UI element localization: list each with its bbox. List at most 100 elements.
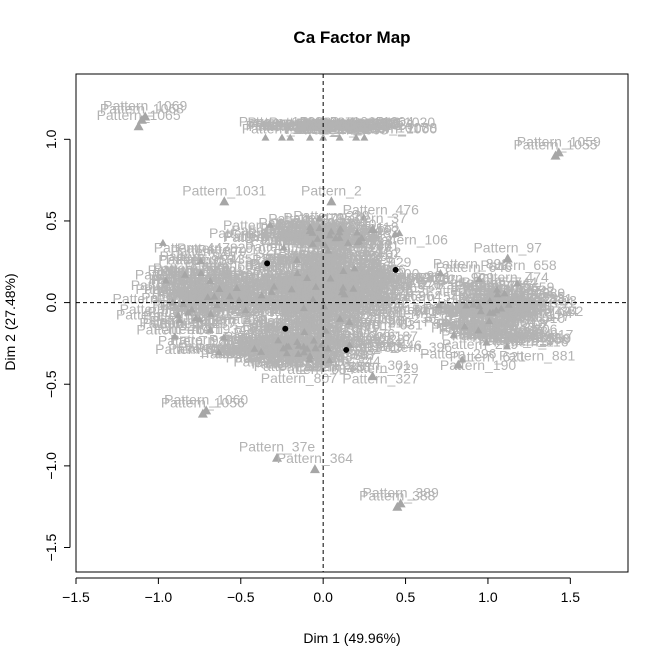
band-label: Pattern_1034 <box>246 118 330 134</box>
band-label: Pattern_1008 <box>285 121 369 137</box>
cloud-label: Pattern_905 <box>479 330 555 346</box>
cloud-label: Pattern_115 <box>262 272 337 288</box>
cloud-label: Pattern_646 <box>436 259 512 275</box>
column-point-label: Pattern_389 <box>362 484 438 500</box>
column-points <box>158 213 522 364</box>
cloud-label: Pattern_327 <box>342 370 418 386</box>
column-point <box>360 133 369 141</box>
column-point <box>257 291 266 299</box>
cloud-label: Pattern_199 <box>269 276 345 292</box>
cloud-label: Pattern_361 <box>178 293 254 309</box>
column-point <box>458 355 467 363</box>
cloud-label: Pattern_178 <box>472 323 548 339</box>
column-point <box>367 371 378 381</box>
cloud-label: Pattern_238 <box>268 258 344 274</box>
column-point <box>315 223 324 231</box>
cloud-label: Pattern_398 <box>176 302 252 318</box>
cloud-label: Pattern_561 <box>263 354 339 370</box>
column-point <box>344 238 353 246</box>
cloud-label: Pattern_534 <box>160 297 236 313</box>
cloud-label: Pattern_412 <box>465 293 541 309</box>
cloud-label: Pattern_881 <box>242 314 318 330</box>
band-label: Pattern_1039 <box>330 116 414 132</box>
column-point <box>475 301 484 309</box>
column-point <box>309 336 318 344</box>
cloud-label: Pattern_498 <box>254 316 330 332</box>
cloud-label: Pattern_809 <box>277 219 353 235</box>
cloud-label: Pattern_532 <box>308 292 384 308</box>
band-label: Pattern_1020 <box>351 114 435 130</box>
plot-area: Pattern_100Pattern_137Pattern_174Pattern… <box>76 74 628 572</box>
cloud-label: Pattern_927 <box>237 330 313 346</box>
column-point <box>187 305 196 313</box>
column-point <box>475 274 484 282</box>
cloud-label: Pattern_919 <box>275 338 351 354</box>
cloud-label: Pattern_692 <box>267 251 343 267</box>
column-point <box>180 270 189 278</box>
column-point <box>335 133 344 141</box>
cloud-label: Pattern_793 <box>251 270 327 286</box>
cloud-label: Pattern_471 <box>309 280 385 296</box>
column-point <box>469 300 478 308</box>
x-tick-label: −1.5 <box>62 589 90 605</box>
cloud-label: Pattern_881 <box>499 347 575 363</box>
band-label: Pattern_1010 <box>242 120 326 136</box>
cloud-label: Pattern_965 <box>160 248 236 264</box>
cloud-label: Pattern_915 <box>279 294 355 310</box>
column-point <box>250 344 259 352</box>
cloud-label: Pattern_609 <box>463 327 539 343</box>
cloud-label: Pattern_622 <box>467 326 543 342</box>
cloud-label: Pattern_928 <box>328 280 404 296</box>
cloud-label: Pattern_804 <box>319 288 395 304</box>
band-label: Pattern_1011 <box>285 118 368 134</box>
cloud-label: Pattern_102 <box>300 297 376 313</box>
cloud-label: Pattern_696 <box>463 279 539 295</box>
cloud-label: Pattern_142 <box>264 328 340 344</box>
band-label: Pattern_1035 <box>296 115 380 131</box>
column-point <box>210 292 219 300</box>
cloud-label: Pattern_846 <box>295 217 371 233</box>
x-tick-label: 1.0 <box>478 589 498 605</box>
cloud-label: Pattern_560 <box>437 315 513 331</box>
column-point <box>449 330 458 338</box>
cloud-label: Pattern_476 <box>343 202 419 218</box>
cloud-label: Pattern_879 <box>170 243 246 259</box>
cloud-label: Pattern_854 <box>318 257 394 273</box>
band-label: Pattern_1031 <box>262 117 346 133</box>
cloud-label: Pattern_595 <box>185 286 261 302</box>
cloud-label: Pattern_940 <box>336 315 412 331</box>
cloud-label: Pattern_201 <box>302 258 378 274</box>
cloud-label: Pattern_364 <box>325 334 401 350</box>
cloud-label: Pattern_237 <box>336 331 412 347</box>
cloud-label: Pattern_373 <box>295 322 371 338</box>
column-point <box>339 283 348 291</box>
cloud-label: Pattern_350 <box>495 330 571 346</box>
column-point <box>183 308 192 316</box>
cloud-label: Pattern_424 <box>502 303 578 319</box>
column-point <box>323 344 332 352</box>
cloud-label: Pattern_285 <box>295 261 371 277</box>
cloud-label: Pattern_544 <box>390 288 466 304</box>
column-point <box>175 316 184 324</box>
cloud-label: Pattern_126 <box>337 283 413 299</box>
cloud-label: Pattern_939 <box>306 256 382 272</box>
cloud-label: Pattern_718 <box>300 247 376 263</box>
column-point <box>325 231 334 239</box>
cloud-label: Pattern_794 <box>458 322 534 338</box>
cloud-label: Pattern_732 <box>268 281 344 297</box>
column-point <box>303 344 312 352</box>
column-point <box>300 327 309 335</box>
cloud-label: Pattern_264 <box>452 327 528 343</box>
column-point <box>306 351 315 359</box>
axes: −1.5 −1.0 −0.5 0.0 0.5 1.0 1.5 −1.5 −1.0 −0.5 0.0 0… <box>43 129 580 605</box>
column-point <box>460 322 469 330</box>
plot-frame <box>75 73 629 573</box>
column-point <box>279 243 288 251</box>
cloud-label: Pattern_460 <box>180 303 256 319</box>
cloud-label: Pattern_474 <box>473 269 549 285</box>
column-point <box>502 253 513 263</box>
cloud-label: Pattern_930 <box>453 325 529 341</box>
cloud-label: Pattern_977 <box>281 304 357 320</box>
cloud-label: Pattern_288 <box>296 270 372 286</box>
cloud-label: Pattern_841 <box>305 259 381 275</box>
